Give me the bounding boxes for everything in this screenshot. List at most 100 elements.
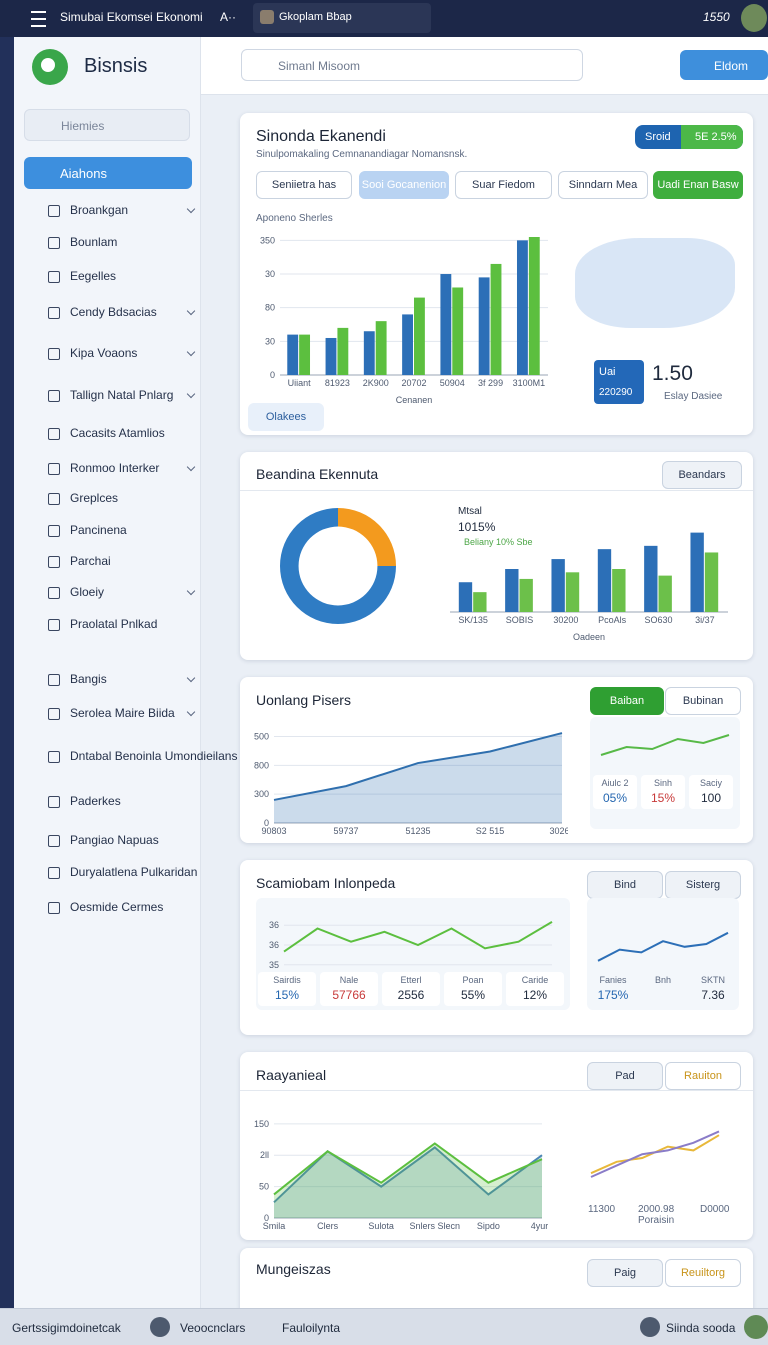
- search-text: Simanl Misoom: [278, 59, 361, 73]
- sidebar-item-label: Duryalatlena Pulkaridan: [70, 865, 198, 879]
- badge-value-bg: 5E 2.5%: [681, 125, 743, 149]
- mini-panel: [587, 898, 739, 1010]
- card-prices: Uonlang Pisers Baiban Bubinan 0 300 800 500…: [240, 677, 753, 843]
- search-box[interactable]: Simanl Misoom: [241, 49, 583, 81]
- sidebar-icon: [48, 751, 60, 763]
- menu-label[interactable]: A··: [220, 10, 236, 24]
- card-button[interactable]: Pad: [587, 1062, 663, 1090]
- stat-label: Caride: [521, 975, 549, 985]
- bar: [519, 578, 533, 612]
- card-button[interactable]: Baiban: [590, 687, 664, 715]
- stat-label: SKTN: [700, 975, 725, 985]
- tab-avatar: [260, 10, 274, 24]
- stat-box: Uai 220290: [594, 360, 644, 404]
- taskbar-item[interactable]: Veoocnclars: [180, 1321, 246, 1335]
- line: [273, 1146, 543, 1204]
- bar: [414, 297, 425, 375]
- avatar[interactable]: [741, 4, 767, 32]
- header-button[interactable]: Eldom: [680, 50, 768, 80]
- x-tick-label: Clers: [317, 1221, 339, 1231]
- taskbar-item[interactable]: Fauloilynta: [282, 1321, 341, 1335]
- x-tick-label: 90803: [261, 826, 286, 836]
- active-item[interactable]: Aiahons: [24, 157, 192, 189]
- donut-chart: [280, 508, 396, 624]
- tab[interactable]: Gkoplam Bbap: [253, 3, 431, 33]
- y-tick-label: 35: [269, 960, 279, 970]
- x-tick-label: Smila: [263, 1221, 286, 1231]
- filter-button[interactable]: Seniietra has: [256, 171, 352, 199]
- sidebar-icon: [48, 463, 60, 475]
- mini-label: 11300: [588, 1204, 616, 1215]
- sidebar-item-label: Cendy Bdsacias: [70, 305, 157, 319]
- menu-icon[interactable]: [31, 11, 46, 27]
- mini-label: D0000: [700, 1204, 730, 1215]
- sidebar-icon: [48, 271, 60, 283]
- filter-button[interactable]: Sinndarn Mea: [558, 171, 648, 199]
- sidebar-icon: [48, 556, 60, 568]
- y-tick-label: 50: [259, 1182, 269, 1192]
- y-tick-label: 30: [265, 269, 275, 279]
- sidebar-search-text: Hiemies: [61, 119, 105, 133]
- x-axis-title: Oadeen: [573, 632, 605, 642]
- filter-button[interactable]: Sooi Gocanenion: [359, 171, 449, 199]
- taskbar-avatar: [150, 1317, 170, 1337]
- divider: [240, 1090, 753, 1091]
- header: Simanl Misoom Eldom: [201, 37, 768, 95]
- card-button[interactable]: Sisterg: [665, 871, 741, 899]
- card-button[interactable]: Beandars: [662, 461, 742, 489]
- chevron: [186, 462, 196, 472]
- bar: [516, 240, 528, 375]
- sidebar-icon: [48, 237, 60, 249]
- y-tick-label: 80: [265, 303, 275, 313]
- active-item-label: Aiahons: [60, 166, 107, 181]
- donut-segment: [280, 508, 396, 624]
- bar: [375, 321, 387, 375]
- card-button[interactable]: Bind: [587, 871, 663, 899]
- bar: [612, 569, 626, 612]
- card-economy: Beandina Ekennuta Beandars Mtsal 1015% B…: [240, 452, 753, 660]
- card-button[interactable]: Rauiton: [665, 1062, 741, 1090]
- taskbar-item[interactable]: Gertssigimdoinetcak: [12, 1321, 121, 1335]
- metric-value: 1015%: [458, 520, 496, 534]
- chevron: [186, 347, 196, 357]
- filter-button[interactable]: Uadi Enan Basw: [653, 171, 743, 199]
- footer-button[interactable]: Olakees: [248, 403, 324, 431]
- sidebar-icon: [48, 493, 60, 505]
- line: [600, 734, 730, 756]
- card-button[interactable]: Paig: [587, 1259, 663, 1287]
- stat-label: Poan: [462, 975, 484, 985]
- taskbar-item[interactable]: Siinda sooda: [666, 1321, 736, 1335]
- stat-label: Etterl: [400, 975, 422, 985]
- bar: [490, 263, 502, 375]
- header-button-text: Eldom: [714, 59, 749, 73]
- card-button[interactable]: Bubinan: [665, 687, 741, 715]
- sidebar-item-label: Ronmoo Interker: [70, 461, 160, 475]
- card-simulation: Sinonda Ekanendi Sinulpomakaling Cemnana…: [240, 113, 753, 435]
- x-tick-label: S2 515: [476, 826, 505, 836]
- sidebar-item-label: Eegelles: [70, 269, 117, 283]
- stat-label: Uai: [599, 366, 616, 378]
- stat-value: 175%: [597, 988, 629, 1002]
- x-tick-label: 20702: [401, 378, 426, 388]
- y-tick-label: 36: [269, 940, 279, 950]
- taskbar: Gertssigimdoinetcak Veoocnclars Fauloily…: [0, 1308, 768, 1345]
- sidebar-item-label: Parchai: [70, 554, 111, 568]
- app-title: Simubai Ekomsei Ekonomi: [60, 10, 203, 24]
- x-tick-label: Sipdo: [477, 1221, 500, 1231]
- world-map: [575, 238, 735, 328]
- donut-segment: [338, 508, 396, 566]
- filter-button[interactable]: Suar Fiedom: [455, 171, 552, 199]
- area-chart: 0 50 2ll 150 Smila Clers Sulota Snlers Slecn Sip…: [254, 1119, 548, 1231]
- stat-label: Saciy: [699, 778, 722, 788]
- sidebar-search[interactable]: Hiemies: [24, 109, 190, 141]
- stat-cell: Bnh: [640, 972, 686, 1006]
- bar: [299, 334, 311, 375]
- sidebar-item-label: Bangis: [70, 672, 107, 686]
- x-tick-label: Uiiant: [288, 378, 312, 388]
- sidebar-icon: [48, 587, 60, 599]
- x-axis-title: Cenanen: [396, 395, 433, 405]
- x-tick-label: 30200: [553, 615, 578, 625]
- stat-value: 55%: [460, 988, 486, 1002]
- card-button[interactable]: Reuiltorg: [665, 1259, 741, 1287]
- card-information: Scamiobam Inlonpeda Bind Sisterg 35 36 36 …: [240, 860, 753, 1035]
